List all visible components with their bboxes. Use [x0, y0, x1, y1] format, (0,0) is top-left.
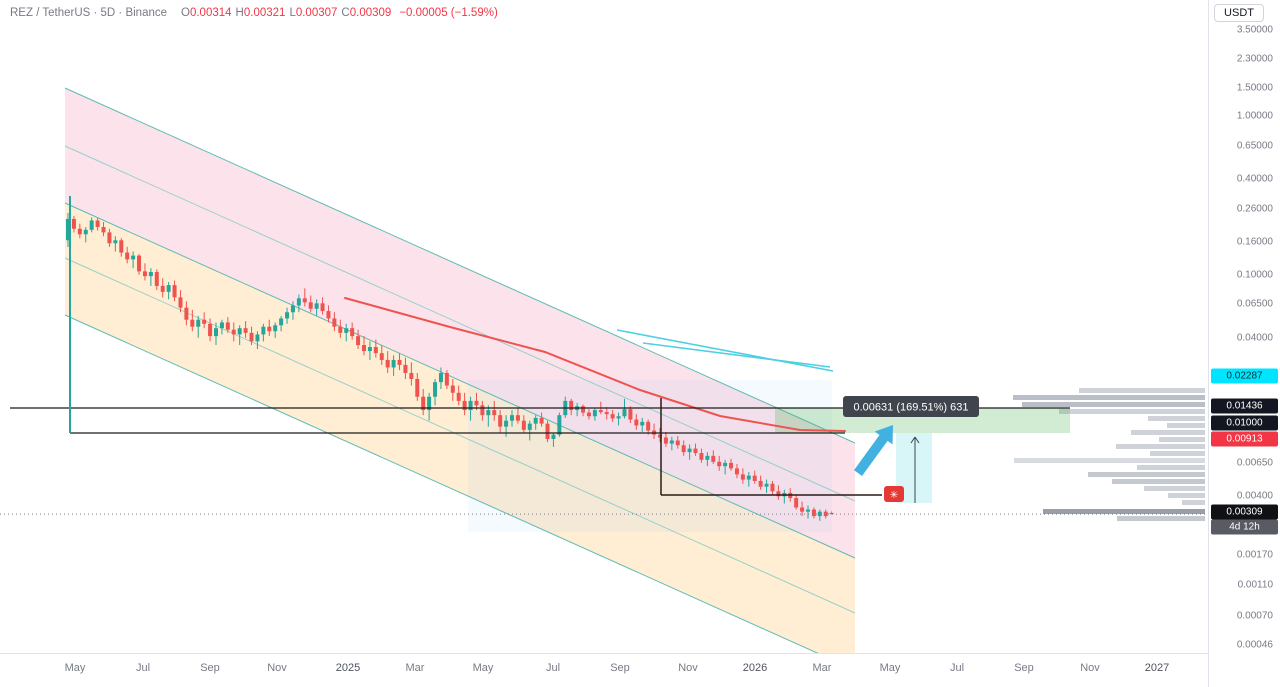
- time-axis[interactable]: May Jul Sep Nov 2025 Mar May Jul Sep Nov 2026 Mar Ma…: [0, 653, 1208, 687]
- price-tick: 0.00650: [1236, 457, 1273, 469]
- trend-channel-drawing[interactable]: [64, 87, 856, 653]
- price-axis-label: 0.00309: [1211, 504, 1278, 520]
- price-tick: 1.00000: [1236, 110, 1273, 122]
- low-value: 0.00307: [295, 7, 338, 19]
- currency-toggle-button[interactable]: USDT: [1214, 4, 1264, 22]
- time-tick: 2025: [335, 662, 361, 674]
- time-tick: 2027: [1144, 662, 1170, 674]
- symbol-legend[interactable]: REZ / TetherUS · 5D · Binance O0.00314 H0.…: [10, 7, 498, 19]
- chart-canvas[interactable]: ✳ 0.00631 (169.51%) 631: [0, 0, 1208, 653]
- time-tick: Sep: [610, 662, 630, 674]
- measurement-tooltip-text: 0.00631 (169.51%) 631: [854, 402, 969, 414]
- up-arrow-drawing: [854, 425, 893, 476]
- time-tick: Sep: [200, 662, 220, 674]
- price-tick: 0.26000: [1236, 203, 1273, 215]
- time-tick: Nov: [678, 662, 698, 674]
- time-tick: Nov: [267, 662, 287, 674]
- time-tick: May: [64, 662, 86, 674]
- svg-text:✳: ✳: [890, 490, 898, 501]
- time-tick: Jul: [545, 662, 561, 674]
- time-tick: 2026: [742, 662, 768, 674]
- time-tick: Jul: [949, 662, 965, 674]
- price-axis-label: 0.02287: [1211, 368, 1278, 384]
- high-value: 0.00321: [243, 7, 286, 19]
- price-tick: 0.00110: [1237, 579, 1273, 591]
- time-tick: May: [879, 662, 901, 674]
- price-tick: 2.30000: [1236, 53, 1273, 65]
- close-label: C: [341, 7, 350, 19]
- candlestick-series: [66, 213, 834, 521]
- time-tick: Mar: [812, 662, 832, 674]
- price-tick: 0.04000: [1236, 332, 1273, 344]
- price-tick: 0.16000: [1236, 236, 1273, 248]
- price-axis-label: 0.01000: [1211, 415, 1278, 431]
- measurement-tooltip: [843, 396, 979, 417]
- price-tick: 0.00046: [1236, 639, 1273, 651]
- price-tick: 0.00070: [1236, 610, 1273, 622]
- price-tick: 0.00170: [1236, 549, 1273, 561]
- price-axis[interactable]: 3.50000 2.30000 1.50000 1.00000 0.65000 0.400…: [1208, 0, 1280, 687]
- price-tick: 1.50000: [1236, 82, 1273, 94]
- time-tick: Sep: [1014, 662, 1034, 674]
- price-tick: 3.50000: [1236, 24, 1273, 36]
- time-tick: Jul: [135, 662, 151, 674]
- symbol-title[interactable]: REZ / TetherUS · 5D · Binance: [10, 7, 168, 19]
- price-tick: 0.00400: [1236, 490, 1273, 502]
- price-axis-label: 0.01436: [1211, 398, 1278, 414]
- close-value: 0.00309: [349, 7, 392, 19]
- price-axis-label: 4d 12h: [1211, 519, 1278, 535]
- low-label: L: [289, 7, 296, 19]
- time-tick: Nov: [1080, 662, 1100, 674]
- open-label: O: [181, 7, 190, 19]
- price-tick: 0.06500: [1236, 298, 1273, 310]
- measure-and-annotations[interactable]: ✳ 0.00631 (169.51%) 631: [843, 396, 979, 503]
- price-axis-label: 0.00913: [1211, 431, 1278, 447]
- time-tick: May: [472, 662, 494, 674]
- price-tick: 0.65000: [1236, 140, 1273, 152]
- snowflake-marker-icon: [884, 486, 904, 502]
- volume-profile: [1013, 388, 1205, 521]
- change-value: −0.00005 (−1.59%): [399, 7, 498, 19]
- price-tick: 0.10000: [1236, 269, 1273, 281]
- time-tick: Mar: [405, 662, 425, 674]
- price-tick: 0.40000: [1236, 173, 1273, 185]
- open-value: 0.00314: [189, 7, 232, 19]
- high-label: H: [235, 7, 244, 19]
